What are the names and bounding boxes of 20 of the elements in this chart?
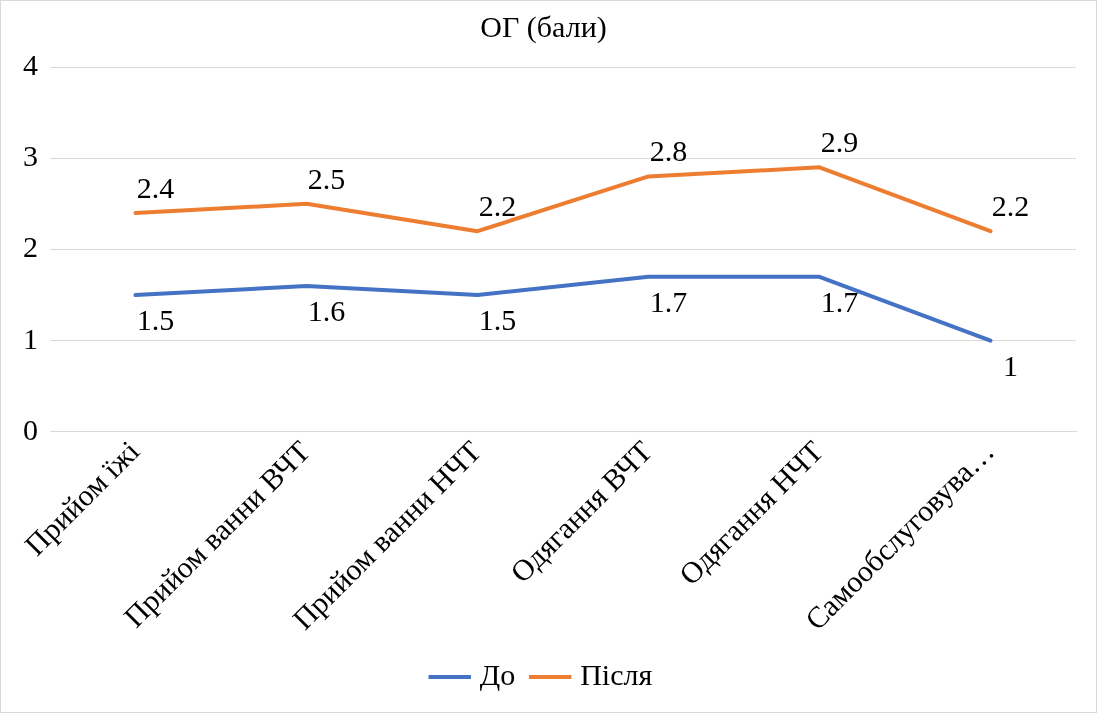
data-label: 1.7 (649, 284, 688, 318)
data-label: 1.5 (478, 302, 517, 336)
data-label: 2.5 (307, 161, 346, 195)
y-tick-label: 3 (23, 139, 38, 173)
data-label: 2.4 (136, 170, 175, 204)
data-label: 2.2 (478, 189, 517, 223)
data-label: 2.2 (991, 189, 1030, 223)
legend-label: До (479, 657, 516, 691)
legend-label: Після (580, 657, 653, 691)
y-tick-label: 1 (23, 321, 38, 355)
y-tick-label: 0 (23, 412, 38, 446)
data-label: 1.7 (820, 284, 859, 318)
chart-title: ОГ (бали) (480, 9, 607, 44)
data-label: 1 (1003, 348, 1018, 382)
y-tick-label: 2 (23, 230, 38, 264)
data-label: 1.5 (136, 302, 175, 336)
data-label: 2.9 (820, 125, 859, 159)
data-label: 2.8 (649, 134, 688, 168)
y-tick-label: 4 (23, 47, 38, 81)
data-label: 1.6 (307, 293, 346, 327)
